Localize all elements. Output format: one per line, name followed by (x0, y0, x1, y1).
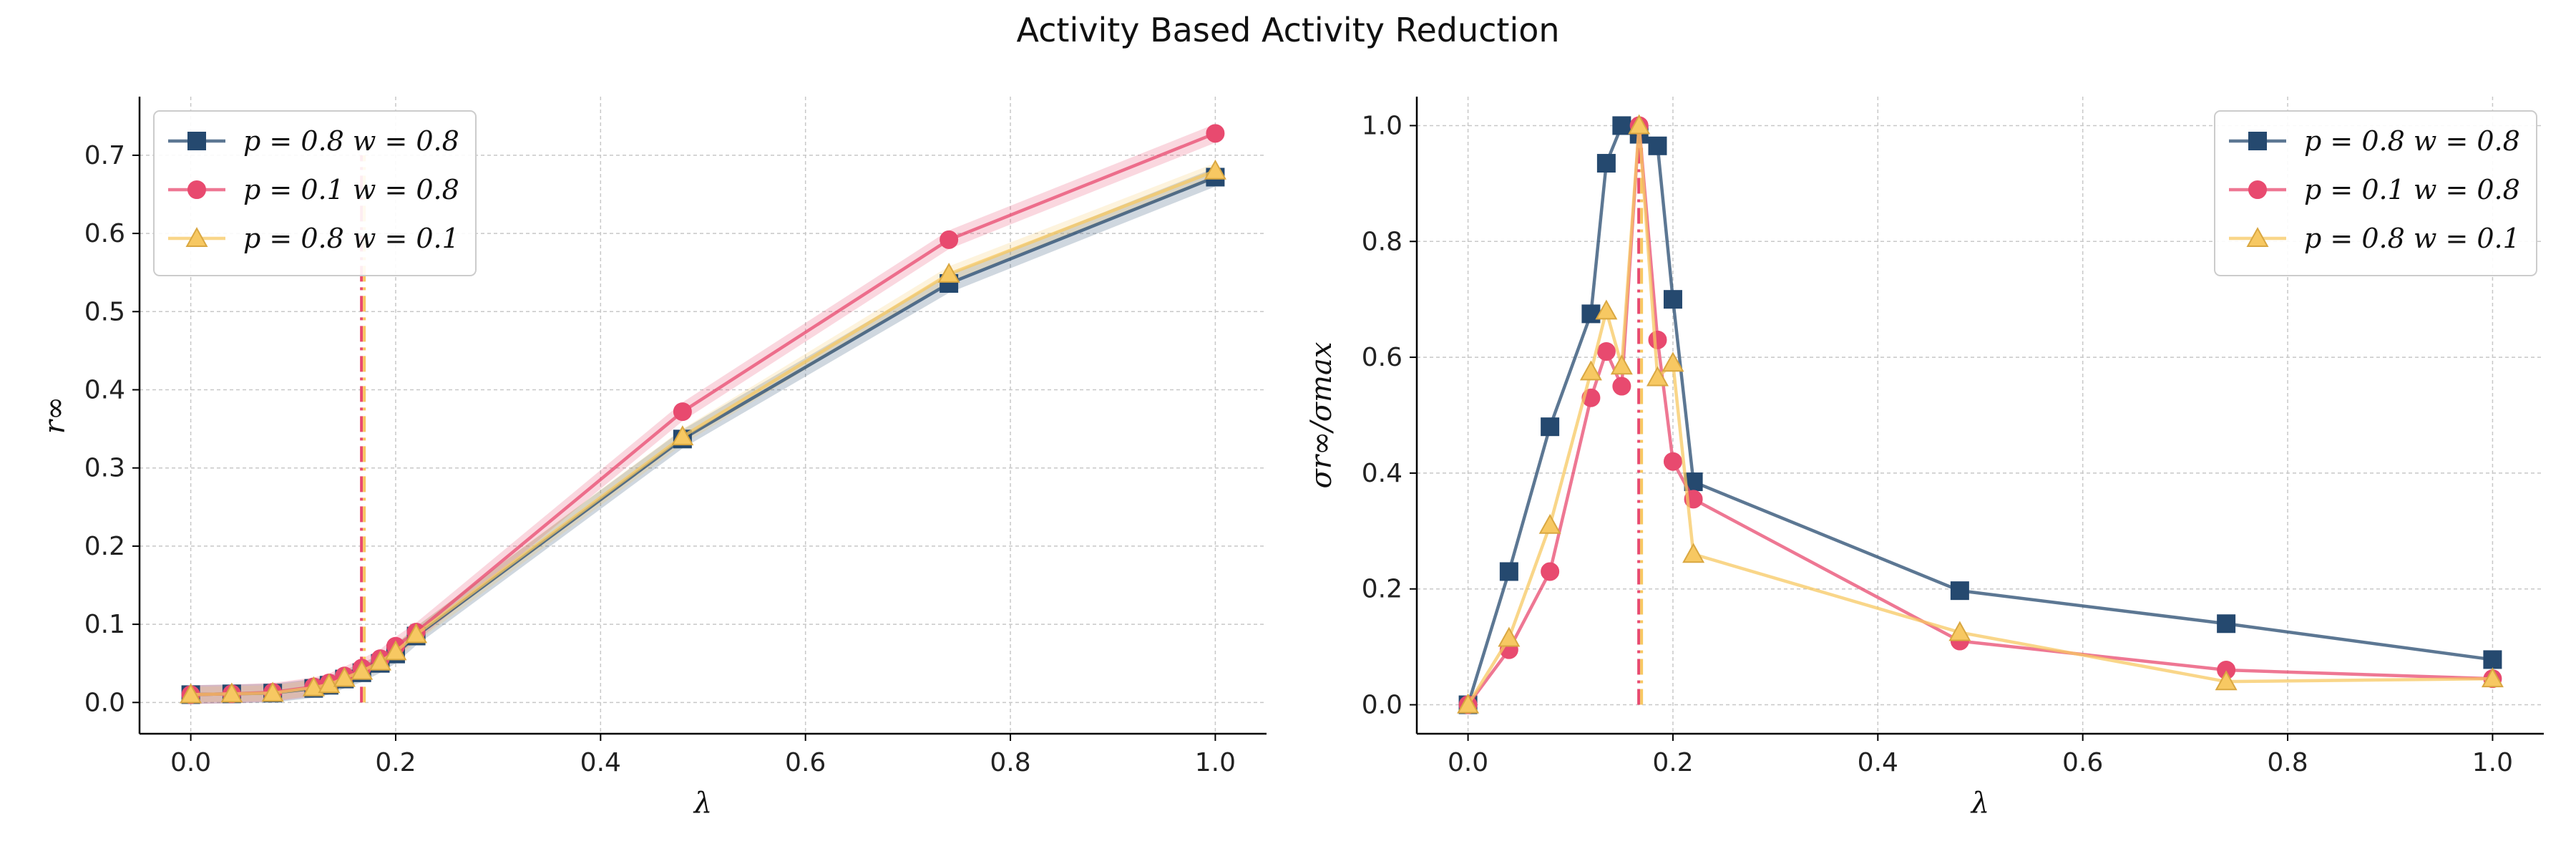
legend-label: p = 0.8 w = 0.8 (2304, 125, 2520, 157)
data-point (384, 640, 407, 661)
y-tick-label: 0.5 (84, 297, 125, 326)
y-tick-label: 0.6 (1362, 343, 1402, 372)
x-tick-label: 0.4 (1858, 748, 1898, 777)
data-point (318, 673, 341, 694)
x-tick-label: 0.2 (1652, 748, 1693, 777)
data-point (1682, 543, 1705, 563)
data-point (1596, 342, 1616, 361)
legend-label: p = 0.1 w = 0.8 (2304, 174, 2520, 205)
data-point (1499, 562, 1518, 581)
data-point (2483, 650, 2502, 669)
legend-marker (185, 227, 208, 248)
data-point (1612, 116, 1631, 135)
y-axis-label: σr∞/σmax (1305, 342, 1338, 489)
x-axis-label: λ (1970, 787, 1989, 820)
x-tick-label: 0.0 (170, 748, 211, 777)
x-tick-label: 0.2 (375, 748, 416, 777)
legend-marker (187, 180, 206, 199)
data-point (1646, 366, 1669, 387)
left-chart-r-infinity: 0.0 0.2 0.4 0.6 0.8 1.0 0.0 0.1 0.2 0.3 0.4 0.5 0.6 0… (39, 97, 1267, 820)
y-tick-label: 0.0 (1362, 691, 1402, 720)
y-tick-label: 1.0 (1362, 111, 1402, 140)
legend-marker (2248, 132, 2267, 150)
y-tick-label: 0.2 (84, 532, 125, 561)
data-point (220, 682, 243, 703)
legend-label: p = 0.1 w = 0.8 (243, 174, 459, 205)
y-tick-label: 0.6 (84, 219, 125, 248)
legend: p = 0.8 w = 0.8 p = 0.1 w = 0.8 p = 0.8 w … (2214, 110, 2537, 276)
legend-box (153, 110, 477, 276)
data-point (940, 230, 959, 249)
data-point (333, 666, 356, 687)
x-tick-label: 0.4 (580, 748, 621, 777)
data-point (405, 623, 428, 644)
legend-label: p = 0.8 w = 0.8 (243, 125, 459, 157)
data-point (1663, 290, 1682, 309)
data-point (1595, 299, 1618, 320)
data-point (1581, 304, 1601, 324)
data-point (1596, 154, 1616, 173)
y-tick-label: 0.0 (84, 688, 125, 717)
y-tick-label: 0.2 (1362, 575, 1402, 604)
data-point (1457, 693, 1480, 714)
confidence-band (190, 168, 1216, 704)
confidence-band (190, 124, 1216, 704)
data-point (1663, 452, 1682, 471)
y-tick-label: 0.4 (1362, 459, 1402, 488)
data-point (1498, 626, 1521, 647)
data-point (1628, 114, 1651, 135)
y-tick-label: 0.8 (1362, 227, 1402, 256)
x-tick-label: 0.8 (990, 748, 1030, 777)
data-point (180, 683, 203, 704)
data-point (1206, 124, 1225, 143)
data-point (1648, 330, 1667, 349)
data-point (671, 425, 694, 446)
data-point (1648, 136, 1667, 155)
y-tick-label: 0.3 (84, 454, 125, 483)
y-axis-label: r∞ (39, 397, 72, 434)
data-point (1662, 351, 1684, 372)
data-point (1579, 360, 1602, 381)
x-tick-label: 0.0 (1448, 748, 1488, 777)
legend-marker (2246, 227, 2269, 248)
y-tick-label: 0.1 (84, 610, 125, 639)
x-tick-label: 0.6 (2062, 748, 2103, 777)
data-point (1612, 377, 1631, 396)
data-point (1610, 354, 1633, 375)
data-point (1204, 159, 1226, 180)
data-point (261, 681, 284, 702)
x-axis-label: λ (693, 787, 712, 820)
y-tick-label: 0.4 (84, 376, 125, 405)
figure-title: Activity Based Activity Reduction (1016, 11, 1559, 49)
legend-marker (187, 132, 206, 150)
right-chart-sigma-ratio: 0.0 0.2 0.4 0.6 0.8 1.0 0.0 0.2 0.4 0.6 0.8 1.0 λ σr∞… (1305, 97, 2544, 820)
data-point (369, 650, 391, 671)
data-point (1541, 562, 1560, 581)
x-tick-label: 0.8 (2267, 748, 2308, 777)
data-point (1538, 513, 1561, 534)
y-tick-label: 0.7 (84, 141, 125, 170)
data-point (2217, 614, 2236, 634)
data-point (2215, 670, 2238, 691)
data-point (351, 659, 374, 680)
data-point (2481, 667, 2504, 688)
legend-label: p = 0.8 w = 0.1 (2304, 223, 2520, 254)
legend-marker (2248, 180, 2267, 199)
x-tick-label: 1.0 (2472, 748, 2513, 777)
legend-box (2214, 110, 2537, 276)
data-point (302, 676, 325, 697)
x-tick-label: 1.0 (1195, 748, 1236, 777)
data-point (937, 263, 960, 283)
data-point (1948, 621, 1971, 641)
x-tick-label: 0.6 (785, 748, 826, 777)
legend: p = 0.8 w = 0.8 p = 0.1 w = 0.8 p = 0.8 w … (153, 110, 477, 276)
data-point (1950, 581, 1969, 601)
data-point (673, 402, 692, 422)
data-point (1541, 417, 1560, 437)
legend-label: p = 0.8 w = 0.1 (243, 223, 459, 254)
